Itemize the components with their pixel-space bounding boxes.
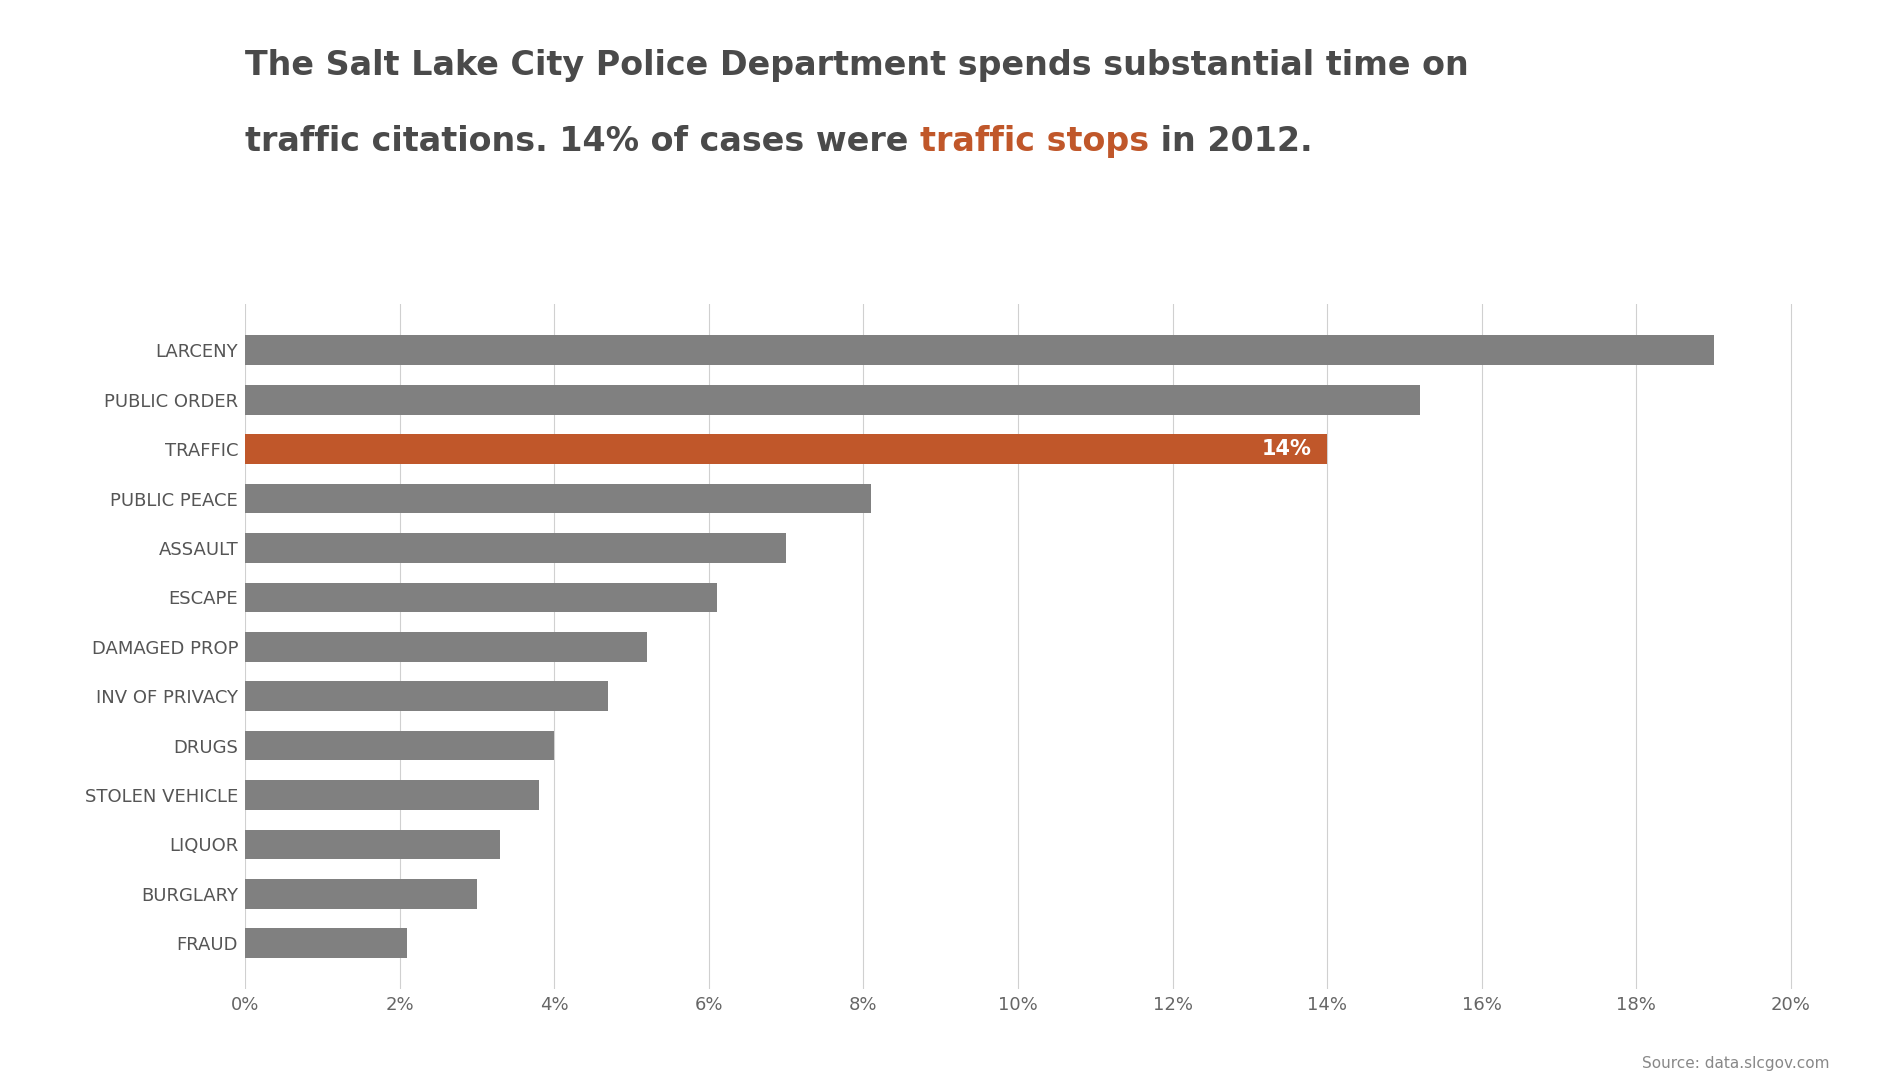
Bar: [245, 829, 500, 859]
Bar: [245, 682, 609, 711]
Bar: [245, 730, 554, 761]
Text: 14%: 14%: [1262, 439, 1311, 459]
Bar: [245, 879, 477, 909]
Text: traffic citations. 14% of cases were: traffic citations. 14% of cases were: [245, 125, 920, 158]
Text: Source: data.slcgov.com: Source: data.slcgov.com: [1643, 1055, 1829, 1071]
Bar: [245, 435, 1328, 464]
Bar: [245, 484, 871, 513]
Text: in 2012.: in 2012.: [1149, 125, 1313, 158]
Text: traffic stops: traffic stops: [920, 125, 1149, 158]
Bar: [245, 583, 717, 612]
Bar: [245, 533, 786, 563]
Bar: [245, 780, 539, 810]
Bar: [245, 928, 407, 958]
Bar: [245, 336, 1714, 365]
Bar: [245, 385, 1420, 414]
Bar: [245, 632, 647, 662]
Text: The Salt Lake City Police Department spends substantial time on: The Salt Lake City Police Department spe…: [245, 49, 1469, 82]
